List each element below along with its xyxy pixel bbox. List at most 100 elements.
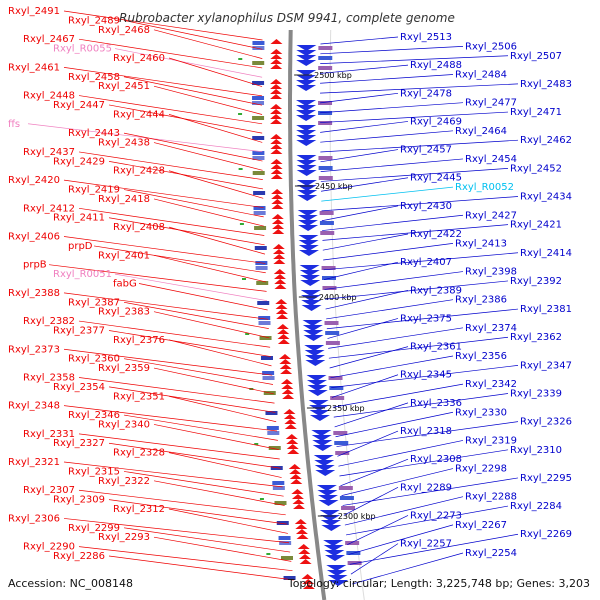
connector-right xyxy=(324,271,464,290)
gene-label-right: Rxyl_2269 xyxy=(520,529,572,540)
reverse-strand-gene xyxy=(271,204,284,209)
gene-label-left: Rxyl_2406 xyxy=(8,232,60,243)
connector-left xyxy=(63,292,269,320)
gene-label-right: Rxyl_2507 xyxy=(510,51,562,62)
gene-label-left: Rxyl_2460 xyxy=(113,53,165,64)
reverse-strand-gene xyxy=(270,159,283,164)
gene-label-left: Rxyl_2443 xyxy=(68,128,120,139)
reverse-strand-gene xyxy=(286,439,299,444)
reverse-strand-gene xyxy=(271,219,284,224)
reverse-strand-gene xyxy=(275,299,288,304)
connector-left xyxy=(63,10,263,41)
forward-strand-gene xyxy=(299,270,320,276)
forward-strand-gene xyxy=(297,195,318,201)
gene-label-right: Rxyl_2413 xyxy=(455,238,507,249)
gene-label-left: Rxyl_2451 xyxy=(98,81,150,92)
gene-label-right: Rxyl_2375 xyxy=(400,313,452,324)
connector-right xyxy=(322,224,509,241)
reverse-strand-gene xyxy=(272,224,285,229)
function-box xyxy=(253,211,266,215)
gene-label-right: Rxyl_2342 xyxy=(465,379,517,390)
connector-right xyxy=(334,402,409,428)
function-box xyxy=(280,556,293,560)
gene-label-left: Rxyl_2489 xyxy=(68,15,120,26)
function-box xyxy=(318,121,333,125)
function-box xyxy=(333,431,348,435)
connector-right xyxy=(320,83,519,94)
reverse-strand-gene xyxy=(271,189,284,194)
gene-label-right: Rxyl_2362 xyxy=(510,332,562,343)
forward-strand-gene xyxy=(296,75,317,81)
connector-right xyxy=(320,74,454,84)
reverse-strand-gene xyxy=(270,104,283,109)
function-box xyxy=(272,481,285,485)
connector-right xyxy=(339,449,509,477)
connector-left xyxy=(63,236,266,264)
forward-strand-gene xyxy=(296,140,317,146)
green-marker xyxy=(239,223,244,225)
function-box xyxy=(318,111,333,115)
gene-label-left: Rxyl_2290 xyxy=(23,542,75,553)
reverse-strand-gene xyxy=(270,84,283,89)
function-box xyxy=(321,266,336,270)
forward-strand-gene xyxy=(298,235,319,241)
gene-label-right: Rxyl_2513 xyxy=(400,32,452,43)
connector-left xyxy=(168,114,263,143)
function-box xyxy=(272,486,285,490)
gene-label-right: Rxyl_2386 xyxy=(455,295,507,306)
connector-right xyxy=(327,318,399,339)
connector-right xyxy=(349,533,519,565)
connector-right xyxy=(336,421,519,447)
forward-strand-gene xyxy=(306,375,327,381)
reverse-strand-gene xyxy=(276,314,289,319)
connector-left xyxy=(63,67,263,97)
function-box xyxy=(325,341,340,345)
reverse-strand-gene xyxy=(295,524,308,529)
reverse-strand-gene xyxy=(291,494,304,499)
forward-strand-gene xyxy=(321,525,342,531)
connector-left xyxy=(153,480,285,506)
forward-strand-gene xyxy=(309,410,330,416)
gene-label-left: Rxyl_2429 xyxy=(53,156,105,167)
connector-right xyxy=(330,355,454,379)
forward-strand-gene xyxy=(296,80,317,86)
gene-label-left: Rxyl_2387 xyxy=(68,297,120,308)
connector-right xyxy=(320,36,399,45)
gene-label-left: Rxyl_2312 xyxy=(113,504,165,515)
forward-strand-gene xyxy=(299,265,320,271)
forward-strand-gene xyxy=(301,300,322,306)
reverse-strand-gene xyxy=(283,409,296,414)
gene-label-left: Rxyl_2467 xyxy=(23,34,75,45)
reverse-strand-gene xyxy=(283,414,296,419)
gene-label-right: Rxyl_2462 xyxy=(520,135,572,146)
connector-right xyxy=(344,496,464,526)
reverse-strand-gene xyxy=(301,574,314,579)
connector-left xyxy=(153,536,292,562)
scale-label: 2300 kbp xyxy=(338,512,376,521)
forward-strand-gene xyxy=(296,70,317,76)
function-box xyxy=(320,231,335,235)
gene-label-left: Rxyl_2377 xyxy=(53,325,105,336)
gene-label-right: Rxyl_2389 xyxy=(410,285,462,296)
function-box xyxy=(318,66,333,70)
gene-label-right: Rxyl_2484 xyxy=(455,70,507,81)
connector-left xyxy=(93,245,266,274)
connector-left xyxy=(168,339,272,367)
reverse-strand-gene xyxy=(270,79,283,84)
forward-strand-gene xyxy=(306,380,327,386)
connector-right xyxy=(320,102,464,114)
gene-label-right: Rxyl_2477 xyxy=(465,98,517,109)
connector-right xyxy=(326,299,454,320)
reverse-strand-gene xyxy=(270,174,283,179)
forward-strand-gene xyxy=(298,245,319,251)
gene-label-right: Rxyl_2356 xyxy=(455,351,507,362)
gene-label-left: Rxyl_R0051 xyxy=(53,269,112,280)
gene-label-right: Rxyl_2407 xyxy=(400,257,452,268)
function-box xyxy=(257,301,270,305)
forward-strand-gene xyxy=(303,335,324,341)
forward-strand-gene xyxy=(318,500,339,506)
connector-left xyxy=(78,546,293,572)
reverse-strand-gene xyxy=(298,549,311,554)
forward-strand-gene xyxy=(312,440,333,446)
reverse-strand-gene xyxy=(270,144,283,149)
